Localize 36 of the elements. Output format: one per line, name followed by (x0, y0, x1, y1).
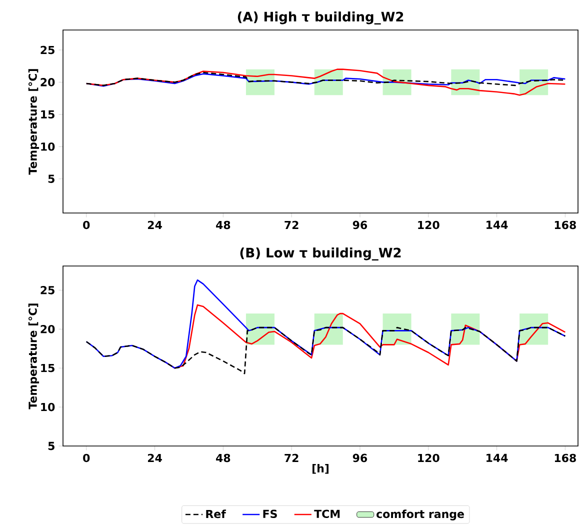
legend-label: FS (263, 510, 277, 518)
x-tick-label: 120 (418, 220, 440, 230)
legend-label: Ref (206, 510, 226, 518)
y-axis-title: Temperature [°C] (28, 69, 40, 175)
x-tick-label: 72 (284, 220, 298, 229)
line-series (86, 326, 566, 374)
x-tick-label: 168 (554, 454, 576, 462)
x-tick-label: 72 (284, 454, 298, 462)
x-tick-label: 96 (352, 220, 368, 230)
y-tick-label: 20 (40, 324, 55, 334)
legend-label: comfort range (376, 510, 464, 520)
x-tick-label: 144 (486, 454, 508, 462)
x-axis-title: [h] (312, 464, 328, 474)
y-tick-label: 10 (41, 142, 55, 151)
x-tick-label: 0 (83, 454, 90, 462)
x-tick-label: 24 (148, 454, 162, 462)
x-tick-label: 24 (148, 220, 162, 229)
x-tick-label: 48 (216, 454, 230, 462)
y-tick-label: 20 (40, 78, 55, 86)
chart-title: (A) High τ building_W2 (238, 12, 404, 24)
y-tick-label: 25 (40, 286, 54, 294)
x-tick-label: 120 (418, 454, 440, 462)
x-tick-label: 144 (486, 220, 508, 229)
y-tick-label: 25 (40, 46, 54, 54)
x-tick-label: 96 (352, 454, 368, 462)
y-tick-label: 15 (41, 364, 54, 372)
y-tick-label: 5 (48, 174, 54, 183)
x-tick-label: 0 (83, 220, 90, 230)
y-tick-label: 5 (48, 442, 54, 450)
y-axis-title: Temperature [°C] (28, 304, 40, 410)
y-tick-label: 10 (41, 402, 55, 412)
x-tick-label: 48 (216, 220, 230, 230)
legend-label: TCM (314, 510, 340, 518)
chart-title: (B) Low τ building_W2 (240, 248, 401, 260)
x-tick-label: 168 (554, 220, 576, 230)
y-tick-label: 15 (41, 110, 54, 119)
